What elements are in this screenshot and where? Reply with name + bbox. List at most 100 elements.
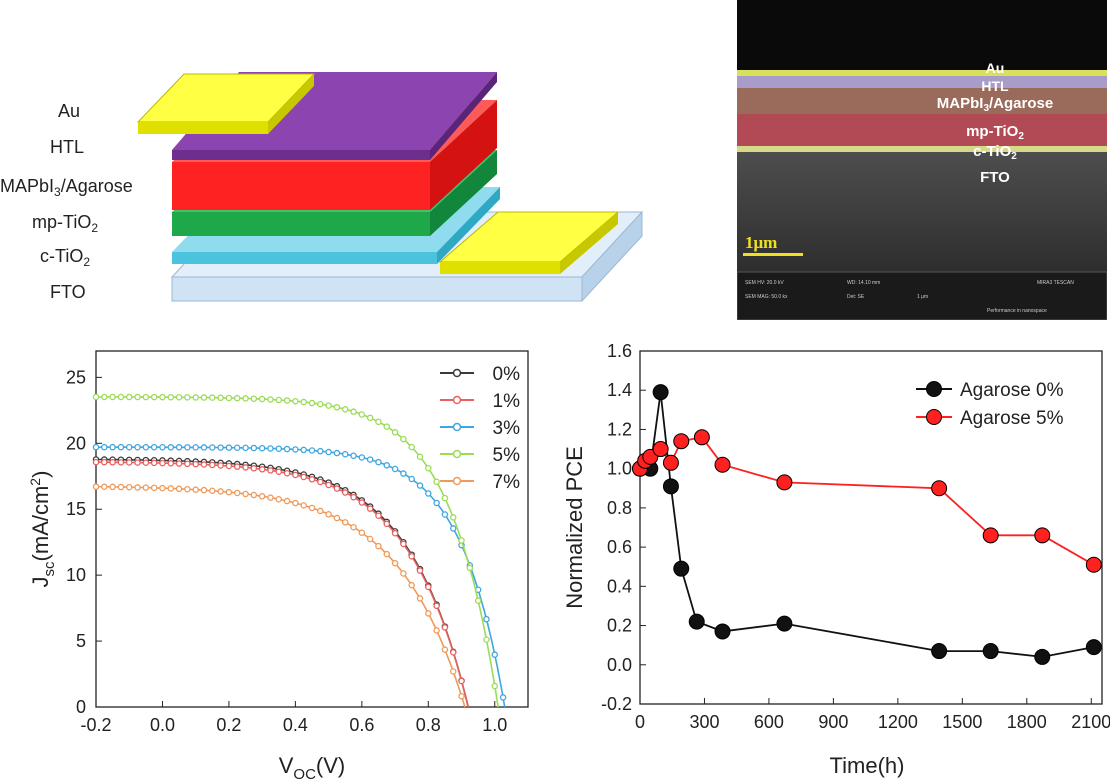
series-line-7% (95, 485, 466, 708)
data-point-1% (167, 460, 175, 467)
data-point-5% (458, 537, 465, 544)
data-point-1% (258, 466, 266, 473)
data-point-Agarose 0% (662, 478, 679, 495)
legend-label-Agarose 5%: Agarose 5% (960, 408, 1064, 429)
data-point-7% (225, 488, 233, 496)
data-point-7% (92, 483, 100, 490)
data-point-7% (167, 485, 175, 492)
y-axis-label: Normalized PCE (562, 446, 587, 609)
data-point-3% (258, 444, 266, 452)
data-point-7% (416, 595, 424, 602)
data-point-1% (366, 505, 374, 512)
data-point-5% (350, 408, 357, 415)
data-point-3% (416, 482, 424, 489)
data-point-1% (383, 520, 391, 528)
data-point-Agarose 0% (688, 613, 705, 630)
data-point-1% (333, 485, 341, 492)
data-point-5% (175, 394, 183, 401)
x-tick-label: 0.2 (216, 715, 241, 735)
legend-label-Agarose 0%: Agarose 0% (960, 380, 1064, 401)
y-axis-label: Jsc(mA/cm2) (27, 471, 58, 588)
x-tick-label: 1.0 (482, 715, 507, 735)
data-point-3% (159, 444, 166, 451)
data-point-5% (441, 494, 449, 502)
data-point-5% (92, 393, 100, 401)
data-point-Agarose 5% (662, 454, 679, 471)
data-point-3% (192, 444, 199, 451)
data-point-Agarose 5% (776, 474, 793, 491)
data-point-1% (192, 460, 199, 468)
data-point-7% (300, 502, 307, 509)
data-point-7% (317, 507, 324, 515)
data-point-5% (275, 396, 283, 404)
data-point-3% (317, 447, 324, 455)
data-point-7% (383, 550, 391, 558)
data-point-1% (101, 458, 108, 466)
x-tick-label: 600 (754, 712, 784, 732)
stability-chart: 0 300 600 900 1200 1500 1800 2100 -0.2 0.0 0.2 0.4 0… (562, 343, 1110, 778)
label-c-tio2: c-TiO2 (40, 246, 90, 269)
sem-au-band (737, 70, 1107, 76)
sem-htl-band (737, 76, 1107, 88)
data-point-5% (474, 597, 482, 604)
data-point-7% (109, 483, 116, 491)
data-point-1% (217, 462, 224, 469)
data-point-7% (267, 494, 274, 501)
data-point-5% (491, 682, 499, 690)
series-line-3% (96, 446, 506, 708)
x-tick-label: 0 (635, 712, 645, 732)
data-point-3% (350, 452, 357, 459)
series-line-Agarose 5% (639, 436, 1095, 566)
jv-chart: -0.2 0.0 0.2 0.4 0.6 0.8 1.0 0 5 10 15 20 25 VOC(V) Js… (27, 350, 529, 783)
y-tick-label: -0.2 (601, 694, 632, 714)
data-point-5% (258, 395, 266, 403)
data-point-1% (317, 478, 324, 486)
data-point-1% (341, 489, 349, 496)
data-point-7% (184, 485, 191, 493)
y-tick-label: 10 (66, 565, 86, 585)
data-point-5% (449, 514, 457, 521)
data-point-3% (92, 443, 100, 451)
data-point-7% (449, 668, 457, 675)
y-tick-label: 1.6 (607, 343, 632, 361)
data-point-5% (125, 393, 133, 401)
legend-marker-7% (452, 476, 462, 486)
data-point-5% (242, 395, 249, 402)
y-tick-label: 0.0 (607, 655, 632, 675)
htl-side (430, 72, 497, 160)
data-point-1% (350, 493, 357, 501)
legend-marker-1% (452, 395, 462, 405)
c-tio2-front (172, 252, 437, 264)
plot-frame (639, 350, 1103, 705)
data-point-1% (184, 460, 191, 468)
data-point-5% (466, 564, 474, 572)
data-point-3% (491, 651, 499, 658)
data-point-3% (184, 444, 191, 451)
data-point-7% (150, 484, 158, 492)
data-point-Agarose 0% (1085, 639, 1102, 656)
data-point-5% (250, 395, 258, 402)
data-point-1% (433, 602, 440, 610)
y-tick-label: 0.4 (607, 576, 632, 596)
data-point-Agarose 5% (673, 433, 690, 450)
sem-label-perovskite: MAPbI3/Agarose (937, 95, 1053, 114)
x-tick-label: 0.4 (283, 715, 308, 735)
legend-marker-5% (452, 449, 462, 459)
mp-tio2-side (430, 150, 497, 236)
data-point-5% (267, 396, 274, 403)
y-tick-label: 25 (66, 367, 86, 387)
data-point-1% (109, 459, 116, 466)
device-schematic: Au HTL MAPbI3/Agarose mp-TiO2 c-TiO2 FTO (0, 72, 644, 303)
data-point-5% (416, 453, 424, 460)
data-point-3% (358, 454, 366, 461)
y-tick-label: 0.2 (607, 616, 632, 636)
y-tick-label: 20 (66, 433, 86, 453)
data-point-5% (425, 464, 432, 472)
data-point-1% (175, 460, 183, 467)
data-point-1% (425, 583, 432, 591)
data-point-Agarose 0% (776, 615, 793, 632)
sem-label-fto: FTO (980, 169, 1010, 186)
au-contact-left-front (138, 122, 268, 134)
y-tick-label: 0 (76, 697, 86, 717)
legend-label-7%: 7% (493, 472, 521, 493)
